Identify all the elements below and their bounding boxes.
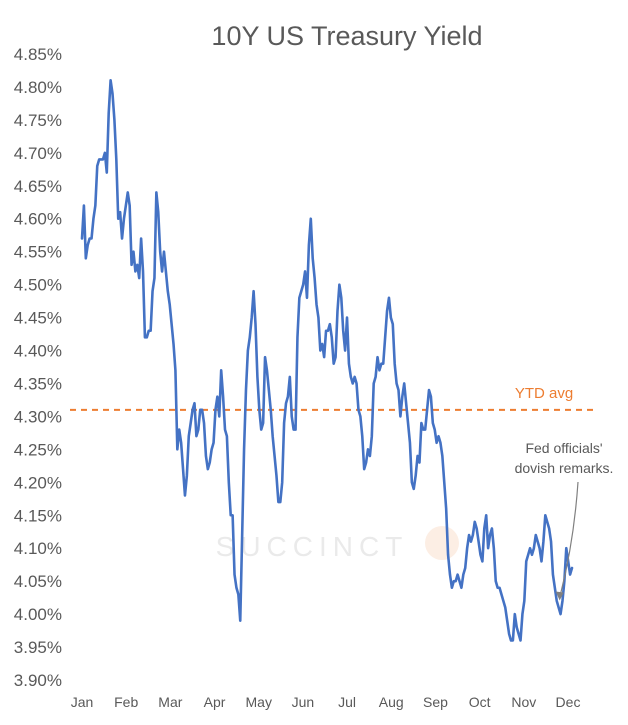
- y-tick-label: 4.25%: [14, 440, 62, 459]
- x-tick-label: Feb: [114, 694, 138, 710]
- y-tick-label: 4.00%: [14, 605, 62, 624]
- chart-title: 10Y US Treasury Yield: [211, 21, 482, 51]
- y-tick-label: 4.40%: [14, 342, 62, 361]
- y-axis: 3.90% 3.95% 4.00% 4.05% 4.10% 4.15% 4.20% 4.25%…: [14, 45, 62, 690]
- x-tick-label: Oct: [469, 694, 491, 710]
- x-tick-label: Jul: [338, 694, 356, 710]
- y-tick-label: 4.30%: [14, 407, 62, 426]
- x-tick-label: Aug: [379, 694, 404, 710]
- y-tick-label: 3.90%: [14, 671, 62, 690]
- annotation: Fed officials' dovish remarks.: [515, 440, 614, 601]
- watermark-logo-icon: [425, 526, 459, 560]
- x-tick-label: Apr: [204, 694, 226, 710]
- x-tick-label: May: [246, 694, 272, 710]
- y-tick-label: 4.80%: [14, 78, 62, 97]
- y-tick-label: 4.65%: [14, 177, 62, 196]
- x-tick-label: Mar: [158, 694, 182, 710]
- y-tick-label: 4.50%: [14, 276, 62, 295]
- annotation-arrow-line: [560, 481, 579, 594]
- y-tick-label: 4.45%: [14, 309, 62, 328]
- y-tick-label: 4.60%: [14, 210, 62, 229]
- watermark-text: SUCCINCT: [216, 531, 409, 562]
- y-tick-label: 4.55%: [14, 243, 62, 262]
- x-tick-label: Sep: [423, 694, 448, 710]
- y-tick-label: 4.75%: [14, 111, 62, 130]
- y-tick-label: 4.85%: [14, 45, 62, 64]
- x-axis: Jan Feb Mar Apr May Jun Jul Aug Sep Oct Nov Dec: [71, 694, 581, 710]
- y-tick-label: 4.15%: [14, 506, 62, 525]
- y-tick-label: 4.70%: [14, 144, 62, 163]
- y-tick-label: 4.20%: [14, 473, 62, 492]
- y-tick-label: 3.95%: [14, 638, 62, 657]
- y-tick-label: 4.35%: [14, 374, 62, 393]
- annotation-arrowhead-icon: [555, 591, 564, 601]
- y-tick-label: 4.05%: [14, 572, 62, 591]
- annotation-line-2: dovish remarks.: [515, 460, 614, 476]
- ytd-avg-label: YTD avg: [515, 385, 573, 402]
- annotation-line-1: Fed officials': [525, 440, 602, 456]
- y-tick-label: 4.10%: [14, 539, 62, 558]
- x-tick-label: Jun: [292, 694, 315, 710]
- x-tick-label: Dec: [556, 694, 581, 710]
- x-tick-label: Jan: [71, 694, 94, 710]
- x-tick-label: Nov: [511, 694, 536, 710]
- series-line-10y-yield: [80, 79, 574, 642]
- watermark: SUCCINCT: [216, 526, 459, 562]
